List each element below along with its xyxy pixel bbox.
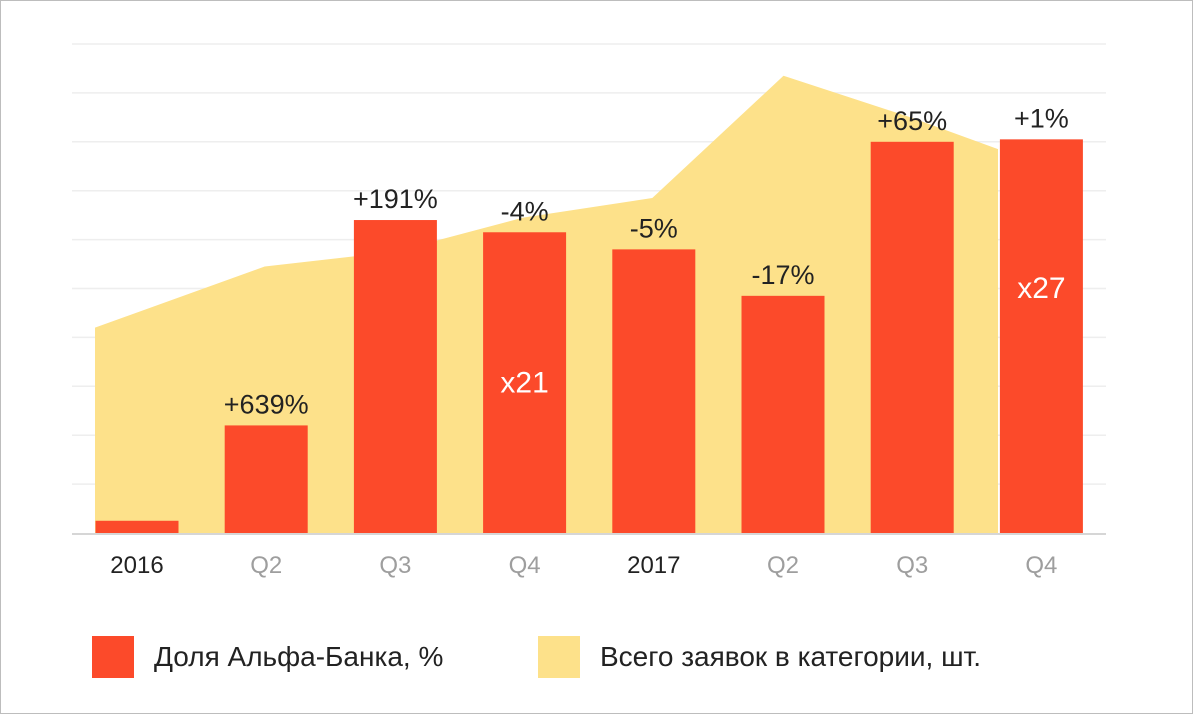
bar-6 xyxy=(870,141,954,534)
bar-3 xyxy=(483,232,567,533)
legend-swatch-bar xyxy=(92,636,134,678)
x-tick-labels: 2016 Q2 Q3 Q4 2017 Q2 Q3 Q4 xyxy=(110,552,1057,579)
x-tick-2: Q3 xyxy=(379,552,411,579)
x-tick-5: Q2 xyxy=(767,552,799,579)
bar-top-label-2: +191% xyxy=(353,184,438,214)
legend-item-bar: Доля Альфа-Банка, % xyxy=(92,636,443,678)
legend-item-area: Всего заявок в категории, шт. xyxy=(538,636,981,678)
bar-top-label-5: -17% xyxy=(751,260,814,290)
bar-inner-label-3: x21 xyxy=(500,367,548,400)
x-tick-4: 2017 xyxy=(627,552,680,579)
legend-swatch-area xyxy=(538,636,580,678)
x-tick-0: 2016 xyxy=(110,552,163,579)
bar-top-label-7: +1% xyxy=(1014,103,1069,133)
x-tick-6: Q3 xyxy=(896,552,928,579)
data-labels: +639% +191% -4% x21 -5% -17% +65% +1% x27 xyxy=(224,103,1069,419)
bar-top-label-4: -5% xyxy=(630,213,678,243)
bar-top-label-3: -4% xyxy=(501,196,549,226)
bar-1 xyxy=(224,425,308,533)
bar-7 xyxy=(999,139,1083,534)
bar-series xyxy=(95,139,1083,534)
x-tick-1: Q2 xyxy=(250,552,282,579)
bar-top-label-1: +639% xyxy=(224,389,309,419)
bar-inner-label-7: x27 xyxy=(1017,272,1065,305)
bar-top-label-6: +65% xyxy=(877,106,947,136)
bar-4 xyxy=(612,249,696,533)
bar-0 xyxy=(95,520,179,533)
bar-5 xyxy=(741,295,825,533)
legend-label-bar: Доля Альфа-Банка, % xyxy=(154,641,444,672)
x-tick-7: Q4 xyxy=(1025,552,1057,579)
bar-2 xyxy=(353,220,437,534)
x-tick-3: Q4 xyxy=(509,552,541,579)
legend-label-area: Всего заявок в категории, шт. xyxy=(600,641,982,672)
